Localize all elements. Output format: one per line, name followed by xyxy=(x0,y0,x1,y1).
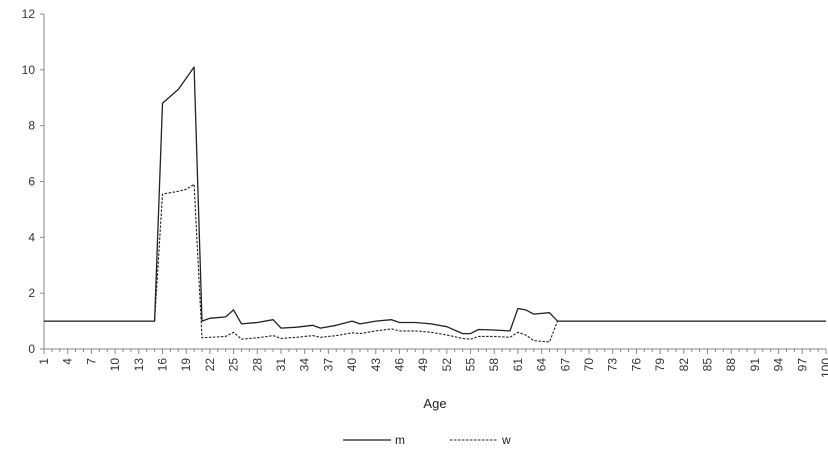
x-tick-label: 40 xyxy=(345,358,359,372)
x-tick-label: 49 xyxy=(416,358,430,372)
x-tick-label: 76 xyxy=(629,358,643,372)
y-axis-ticks: 0 2 4 6 8 10 12 xyxy=(22,7,44,356)
x-tick-label: 97 xyxy=(795,358,809,372)
x-tick-label: 73 xyxy=(606,358,620,372)
x-tick-label: 28 xyxy=(250,358,264,372)
legend-label-m: m xyxy=(395,433,405,447)
series-line-w xyxy=(44,183,826,343)
x-tick-label: 61 xyxy=(511,358,525,372)
x-tick-label: 91 xyxy=(748,358,762,372)
x-tick-label: 67 xyxy=(558,358,572,372)
x-tick-label: 88 xyxy=(724,358,738,372)
series-line-m xyxy=(44,66,826,335)
y-tick-label: 2 xyxy=(28,286,35,300)
x-tick-label: 58 xyxy=(487,358,501,372)
y-tick-label: 10 xyxy=(22,63,36,77)
x-tick-label: 64 xyxy=(535,358,549,372)
x-tick-label: 100 xyxy=(819,358,828,378)
x-tick-label: 31 xyxy=(274,358,288,372)
x-tick-label: 16 xyxy=(155,358,169,372)
x-tick-label: 46 xyxy=(392,358,406,372)
x-tick-label: 19 xyxy=(179,358,193,372)
x-tick-label: 55 xyxy=(464,358,478,372)
y-tick-label: 8 xyxy=(28,119,35,133)
y-tick-label: 12 xyxy=(22,7,36,21)
x-tick-label: 13 xyxy=(132,358,146,372)
y-tick-label: 0 xyxy=(28,342,35,356)
x-tick-label: 52 xyxy=(440,358,454,372)
x-tick-label: 79 xyxy=(653,358,667,372)
x-tick-label: 70 xyxy=(582,358,596,372)
x-axis-title: Age xyxy=(423,396,446,411)
x-tick-label: 43 xyxy=(369,358,383,372)
x-tick-label: 1 xyxy=(37,358,51,365)
x-tick-label: 34 xyxy=(298,358,312,372)
x-axis-ticks: 1 4 7 10 13 16 19 22 25 28 31 34 37 40 43 46 49 52 55 58 61 6… xyxy=(37,349,828,378)
x-tick-label: 4 xyxy=(61,358,75,365)
x-tick-label: 22 xyxy=(203,358,217,372)
x-tick-label: 94 xyxy=(772,358,786,372)
x-tick-label: 85 xyxy=(701,358,715,372)
legend-label-w: w xyxy=(501,433,511,447)
y-tick-label: 4 xyxy=(28,230,35,244)
series-layer xyxy=(44,66,826,343)
x-tick-label: 37 xyxy=(321,358,335,372)
y-tick-label: 6 xyxy=(28,175,35,189)
x-tick-label: 10 xyxy=(108,358,122,372)
x-tick-label: 82 xyxy=(677,358,691,372)
x-tick-label: 25 xyxy=(227,358,241,372)
x-tick-label: 7 xyxy=(84,358,98,365)
